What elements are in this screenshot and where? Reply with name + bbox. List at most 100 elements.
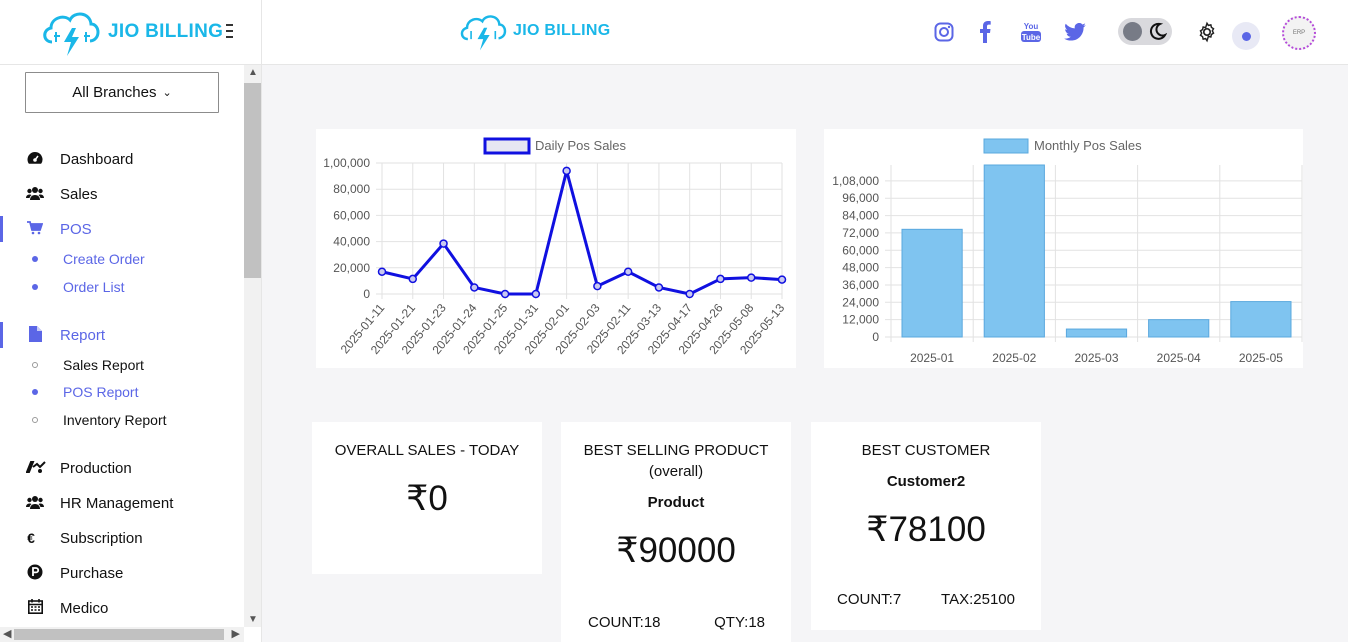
bullet-ring-icon: [32, 417, 38, 423]
x-tick-label: 2025-02: [992, 351, 1036, 365]
y-tick-label: 20,000: [333, 261, 370, 275]
y-tick-label: 60,000: [333, 208, 370, 222]
theme-toggle[interactable]: [1118, 18, 1172, 45]
legend-swatch: [483, 137, 531, 155]
customer-count: COUNT:7: [837, 591, 902, 608]
product-value: ₹90000: [616, 531, 736, 570]
card-subtitle: (overall): [648, 463, 704, 480]
data-point: [654, 283, 664, 292]
sidebar: All Branches ⌄ Dashboard Sales POS Creat…: [0, 65, 262, 642]
sidebar-subitem-pos-report[interactable]: POS Report: [0, 380, 244, 404]
bar: [1065, 328, 1128, 338]
cloud-bolt-icon: [460, 15, 507, 51]
center-logo[interactable]: JIO BILLING: [458, 10, 611, 52]
customer-value: ₹78100: [866, 510, 986, 549]
y-tick-label: 12,000: [842, 313, 879, 327]
sidebar-item-subscription[interactable]: € Subscription: [0, 523, 244, 553]
sidebar-item-sales[interactable]: Sales: [0, 179, 244, 209]
sidebar-vertical-scrollbar[interactable]: ▲ ▼: [244, 65, 261, 627]
monthly-pos-sales-chart: Monthly Pos Sales 1,08,000 96,000 84,000 72,…: [824, 129, 1303, 368]
chevron-down-icon: ⌄: [162, 87, 172, 99]
sidebar-subitem-order-list[interactable]: Order List: [0, 275, 244, 299]
bar: [901, 228, 963, 338]
avatar[interactable]: ERP: [1282, 16, 1316, 50]
sidebar-horizontal-scrollbar[interactable]: ◀ ▶: [0, 627, 244, 642]
data-point: [777, 275, 787, 284]
customer-tax: TAX:25100: [941, 591, 1015, 608]
bar: [1230, 301, 1292, 338]
data-point: [408, 274, 418, 284]
data-point: [500, 289, 510, 299]
sidebar-item-dashboard[interactable]: Dashboard: [0, 144, 244, 174]
scroll-up-icon[interactable]: ▲: [248, 67, 258, 78]
sidebar-item-purchase[interactable]: Purchase: [0, 558, 244, 588]
data-point: [439, 239, 448, 248]
dashboard-icon: [26, 151, 44, 168]
daily-pos-sales-chart: Daily Pos Sales 1,00,000 80,000 60,000 40,00…: [316, 129, 796, 368]
best-customer-card: BEST CUSTOMER Customer2 ₹78100 COUNT:7 T…: [811, 422, 1041, 630]
legend-swatch: [983, 138, 1029, 154]
scroll-left-icon[interactable]: ◀: [3, 628, 12, 640]
daily-pos-sales-svg: Daily Pos Sales 1,00,000 80,000 60,000 40,00…: [323, 137, 788, 357]
youtube-icon[interactable]: You Tube: [1019, 20, 1043, 44]
y-tick-label: 1,08,000: [832, 174, 879, 188]
top-header: JIO BILLING JIO BILLING You Tube ERP: [0, 0, 1348, 65]
y-tick-label: 84,000: [842, 209, 879, 223]
menu-toggle-icon[interactable]: [226, 24, 236, 40]
bullet-icon: [32, 284, 38, 290]
data-point: [746, 273, 756, 282]
sidebar-item-medico[interactable]: Medico: [0, 593, 244, 623]
scrollbar-thumb[interactable]: [244, 83, 261, 278]
instagram-icon[interactable]: [932, 20, 956, 44]
data-point: [562, 166, 571, 176]
calendar-icon: [26, 599, 44, 617]
data-point: [470, 283, 479, 292]
scroll-down-icon[interactable]: ▼: [248, 614, 258, 625]
scroll-right-icon[interactable]: ▶: [231, 628, 240, 640]
svg-text:You: You: [1024, 22, 1039, 31]
scrollbar-thumb[interactable]: [14, 629, 224, 640]
file-icon: [26, 325, 44, 345]
branch-select[interactable]: All Branches ⌄: [25, 72, 219, 113]
gear-icon[interactable]: [1196, 21, 1218, 48]
y-tick-label: 0: [363, 287, 370, 301]
purchase-icon: [26, 564, 44, 583]
y-tick-label: 48,000: [842, 261, 879, 275]
x-tick-label: 2025-03: [1074, 351, 1118, 365]
sidebar-item-production[interactable]: Production: [0, 453, 244, 483]
monthly-pos-sales-svg: Monthly Pos Sales 1,08,000 96,000 84,000 72,…: [832, 138, 1303, 365]
data-point: [623, 267, 633, 276]
sidebar-subitem-create-order[interactable]: Create Order: [0, 247, 244, 271]
series-line: [381, 169, 783, 296]
sidebar-item-hr-management[interactable]: HR Management: [0, 488, 244, 518]
bullet-icon: [32, 389, 38, 395]
brand-name: JIO BILLING: [108, 21, 224, 42]
bar: [1148, 319, 1210, 338]
sidebar-item-pos[interactable]: POS: [0, 214, 244, 244]
x-tick-label: 2025-04: [1157, 351, 1201, 365]
y-tick-label: 36,000: [842, 278, 879, 292]
y-tick-label: 0: [872, 330, 879, 344]
euro-icon: €: [27, 530, 35, 546]
x-tick-label: 2025-05: [1239, 351, 1283, 365]
best-selling-product-card: BEST SELLING PRODUCT (overall) Product ₹…: [561, 422, 791, 642]
data-point: [531, 289, 541, 299]
cloud-bolt-icon: [43, 12, 100, 56]
notification-dot[interactable]: [1232, 22, 1260, 50]
y-tick-label: 96,000: [842, 191, 879, 205]
data-point: [377, 267, 387, 276]
users-icon: [26, 186, 44, 203]
sales-today-value: ₹0: [406, 479, 448, 518]
bullet-ring-icon: [32, 362, 38, 368]
sidebar-subitem-sales-report[interactable]: Sales Report: [0, 353, 244, 377]
data-point: [593, 281, 602, 291]
sidebar-item-report[interactable]: Report: [0, 320, 244, 350]
production-icon: [25, 460, 46, 477]
product-count: COUNT:18: [588, 614, 661, 631]
brand-logo[interactable]: JIO BILLING: [40, 6, 223, 58]
y-tick-label: 40,000: [333, 235, 370, 249]
sidebar-subitem-inventory-report[interactable]: Inventory Report: [0, 408, 244, 432]
twitter-icon[interactable]: [1063, 20, 1087, 44]
legend-label: Daily Pos Sales: [535, 138, 627, 153]
facebook-icon[interactable]: [973, 20, 997, 44]
